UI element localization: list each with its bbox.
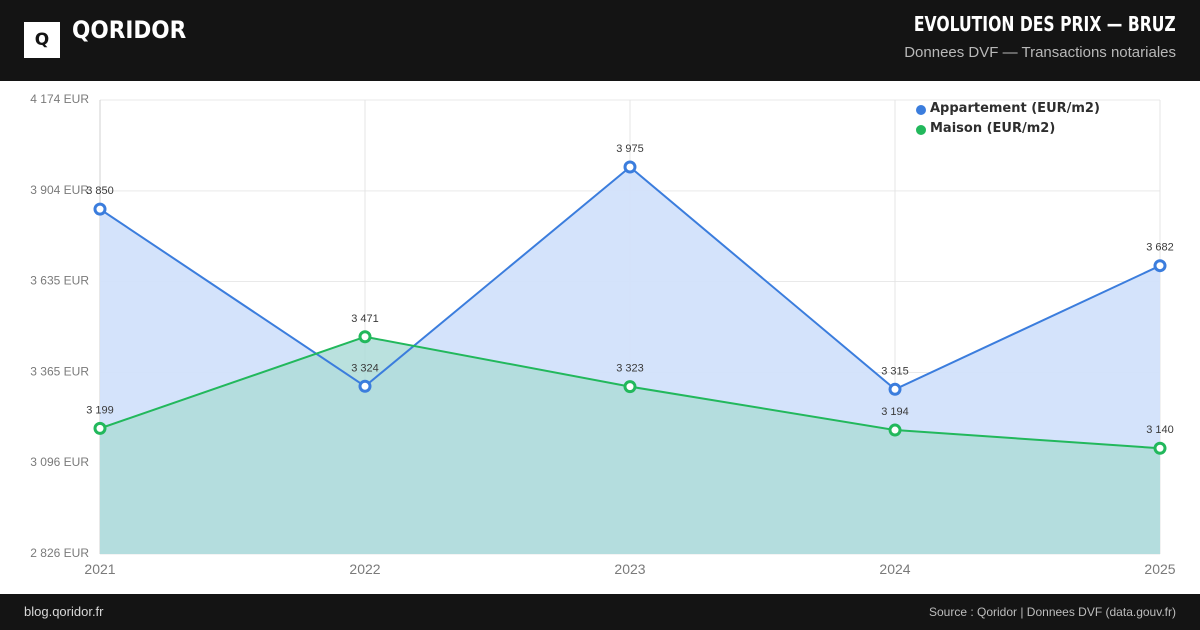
- chart-area: 2 826 EUR 3 096 EUR 3 365 EUR 3 635 EUR 3 90…: [0, 81, 1200, 594]
- y-tick-label: 3 904 EUR: [30, 183, 89, 197]
- x-tick-label: 2025: [1144, 561, 1175, 577]
- series-areas: [100, 167, 1160, 554]
- data-label-maison: 3 471: [351, 313, 379, 325]
- legend-label-appartement: Appartement (EUR/m2): [930, 101, 1100, 116]
- brand-name: QORIDOR: [72, 16, 187, 44]
- logo-letter: Q: [34, 30, 50, 50]
- x-tick-label: 2024: [879, 561, 910, 577]
- data-label-appartement: 3 315: [881, 365, 909, 377]
- point-maison: [623, 380, 637, 394]
- data-label-maison: 3 323: [616, 363, 644, 375]
- footer-source: Source : Qoridor | Donnees DVF (data.gou…: [928, 605, 1176, 619]
- point-maison: [93, 421, 107, 435]
- y-tick-label: 3 096 EUR: [30, 455, 89, 469]
- point-appartement: [93, 202, 107, 216]
- data-label-appartement: 3 850: [86, 185, 114, 197]
- page-title: EVOLUTION DES PRIX — BRUZ: [914, 12, 1176, 36]
- data-label-maison: 3 199: [86, 404, 114, 416]
- legend-item-maison: Maison (EUR/m2): [916, 120, 1100, 140]
- chart-legend: Appartement (EUR/m2) Maison (EUR/m2): [916, 100, 1100, 140]
- point-appartement: [623, 160, 637, 174]
- point-appartement: [1153, 259, 1167, 273]
- point-maison: [888, 423, 902, 437]
- data-label-appartement: 3 682: [1146, 242, 1174, 254]
- y-tick-label: 3 635 EUR: [30, 274, 89, 288]
- footer-site-link[interactable]: blog.qoridor.fr: [24, 604, 104, 619]
- logo: Q: [24, 22, 60, 58]
- data-label-appartement: 3 975: [616, 143, 644, 155]
- legend-label-maison: Maison (EUR/m2): [930, 121, 1056, 136]
- point-maison: [358, 330, 372, 344]
- y-tick-label: 2 826 EUR: [30, 546, 89, 560]
- x-tick-label: 2022: [349, 561, 380, 577]
- x-tick-label: 2023: [614, 561, 645, 577]
- x-tick-label: 2021: [84, 561, 115, 577]
- data-label-appartement: 3 324: [351, 362, 379, 374]
- y-tick-label: 3 365 EUR: [30, 364, 89, 378]
- legend-swatch-maison: [916, 125, 926, 135]
- page-subtitle: Donnees DVF — Transactions notariales: [904, 44, 1176, 61]
- point-maison: [1153, 441, 1167, 455]
- data-label-maison: 3 194: [881, 406, 909, 418]
- series-points: [93, 160, 1167, 455]
- point-appartement: [888, 382, 902, 396]
- legend-item-appartement: Appartement (EUR/m2): [916, 100, 1100, 120]
- header-bar: Q QORIDOR EVOLUTION DES PRIX — BRUZ Donn…: [0, 0, 1200, 81]
- price-evolution-chart: 2 826 EUR 3 096 EUR 3 365 EUR 3 635 EUR 3 90…: [30, 92, 1175, 577]
- y-tick-label: 4 174 EUR: [30, 92, 89, 106]
- data-labels: 3 850 3 324 3 975 3 315 3 682 3 199 3 471 3 323…: [86, 143, 1174, 436]
- footer-bar: blog.qoridor.fr Source : Qoridor | Donne…: [0, 594, 1200, 630]
- data-label-maison: 3 140: [1146, 424, 1174, 436]
- legend-swatch-appartement: [916, 105, 926, 115]
- axis-labels: 2 826 EUR 3 096 EUR 3 365 EUR 3 635 EUR 3 90…: [30, 92, 1175, 577]
- point-appartement: [358, 379, 372, 393]
